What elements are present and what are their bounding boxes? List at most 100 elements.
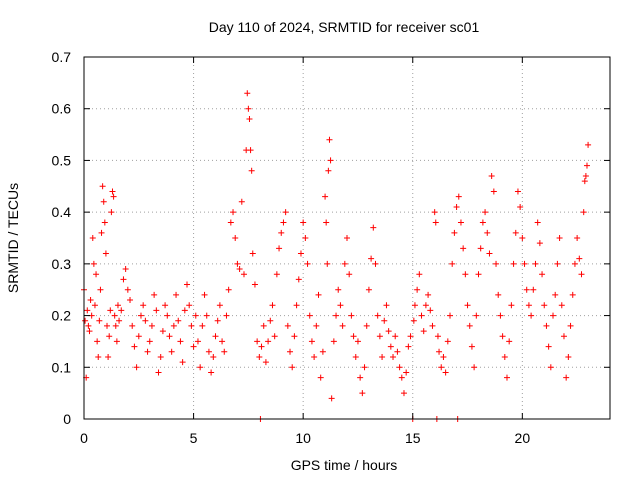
data-point <box>374 312 381 319</box>
data-point <box>519 235 526 241</box>
data-point <box>251 281 258 288</box>
data-point <box>113 338 120 345</box>
data-point <box>554 260 561 267</box>
data-point <box>177 338 184 345</box>
data-point <box>337 302 344 309</box>
data-point <box>580 209 587 216</box>
data-point <box>317 374 324 381</box>
data-point <box>108 209 115 216</box>
data-point <box>473 312 480 319</box>
data-point <box>398 374 405 381</box>
data-point <box>361 364 368 371</box>
data-point <box>565 353 572 360</box>
x-tick-label: 15 <box>405 430 421 446</box>
data-point <box>449 260 456 267</box>
data-point <box>248 167 255 174</box>
data-point <box>323 219 330 226</box>
data-point <box>240 271 247 278</box>
data-points <box>81 90 592 422</box>
data-point <box>319 348 326 355</box>
data-point <box>383 302 390 309</box>
data-point <box>344 235 350 241</box>
data-point <box>385 328 392 335</box>
data-point <box>120 276 127 283</box>
data-point <box>517 203 524 210</box>
data-point <box>425 291 432 298</box>
data-point <box>111 312 118 319</box>
data-point <box>144 348 151 355</box>
data-point <box>387 343 394 350</box>
data-point <box>82 317 89 324</box>
data-point <box>291 333 298 340</box>
data-point <box>354 338 361 345</box>
chart-title: Day 110 of 2024, SRMTID for receiver sc0… <box>209 19 480 35</box>
data-point <box>267 317 274 324</box>
data-point <box>234 260 241 267</box>
data-point <box>556 235 563 241</box>
data-point <box>230 209 237 216</box>
data-point <box>486 250 493 257</box>
data-point <box>434 333 441 340</box>
data-point <box>466 322 473 329</box>
data-point <box>427 307 434 314</box>
data-point <box>365 286 372 293</box>
data-point <box>578 271 585 278</box>
data-point <box>392 333 399 340</box>
data-point <box>359 390 366 397</box>
data-point <box>265 338 272 345</box>
data-point <box>99 183 106 190</box>
data-point <box>503 374 510 381</box>
data-point <box>313 322 320 329</box>
data-point <box>151 291 158 298</box>
data-point <box>101 219 108 226</box>
data-point <box>184 281 191 288</box>
y-tick-label: 0 <box>63 411 71 427</box>
data-point <box>560 333 567 340</box>
data-point <box>484 229 491 236</box>
data-point <box>244 90 251 97</box>
data-point <box>300 219 307 226</box>
data-point <box>280 219 287 226</box>
data-point <box>153 307 160 314</box>
data-point <box>431 209 438 216</box>
data-point <box>227 219 234 226</box>
data-point <box>547 364 554 371</box>
data-point <box>179 359 186 366</box>
data-point <box>173 291 180 298</box>
data-point <box>508 302 515 309</box>
data-point <box>471 364 478 371</box>
data-point <box>181 307 188 314</box>
data-point <box>429 322 436 329</box>
data-point <box>438 364 445 371</box>
y-tick-label: 0.3 <box>52 256 72 272</box>
data-point <box>118 307 125 314</box>
data-point <box>501 353 508 360</box>
data-point <box>414 286 421 293</box>
data-point <box>464 302 471 309</box>
data-point <box>368 255 375 262</box>
y-tick-label: 0.2 <box>52 308 72 324</box>
data-point <box>315 291 322 298</box>
data-point <box>197 364 204 371</box>
data-point <box>129 322 136 329</box>
data-point <box>276 245 283 252</box>
data-point <box>475 271 482 278</box>
data-point <box>245 105 252 112</box>
data-point <box>91 302 98 309</box>
data-point <box>330 338 337 345</box>
data-point <box>407 333 414 340</box>
data-point <box>514 188 521 195</box>
data-point <box>536 240 543 247</box>
data-point <box>370 224 377 231</box>
data-point <box>346 271 353 278</box>
series-srmtid-sc01 <box>81 90 592 422</box>
data-point <box>254 338 261 345</box>
data-point <box>326 136 333 143</box>
data-point <box>495 291 502 298</box>
data-point <box>376 333 383 340</box>
data-point <box>148 322 155 329</box>
data-point <box>186 302 193 309</box>
data-point <box>576 255 583 262</box>
data-point <box>135 333 142 340</box>
data-point <box>477 245 484 252</box>
